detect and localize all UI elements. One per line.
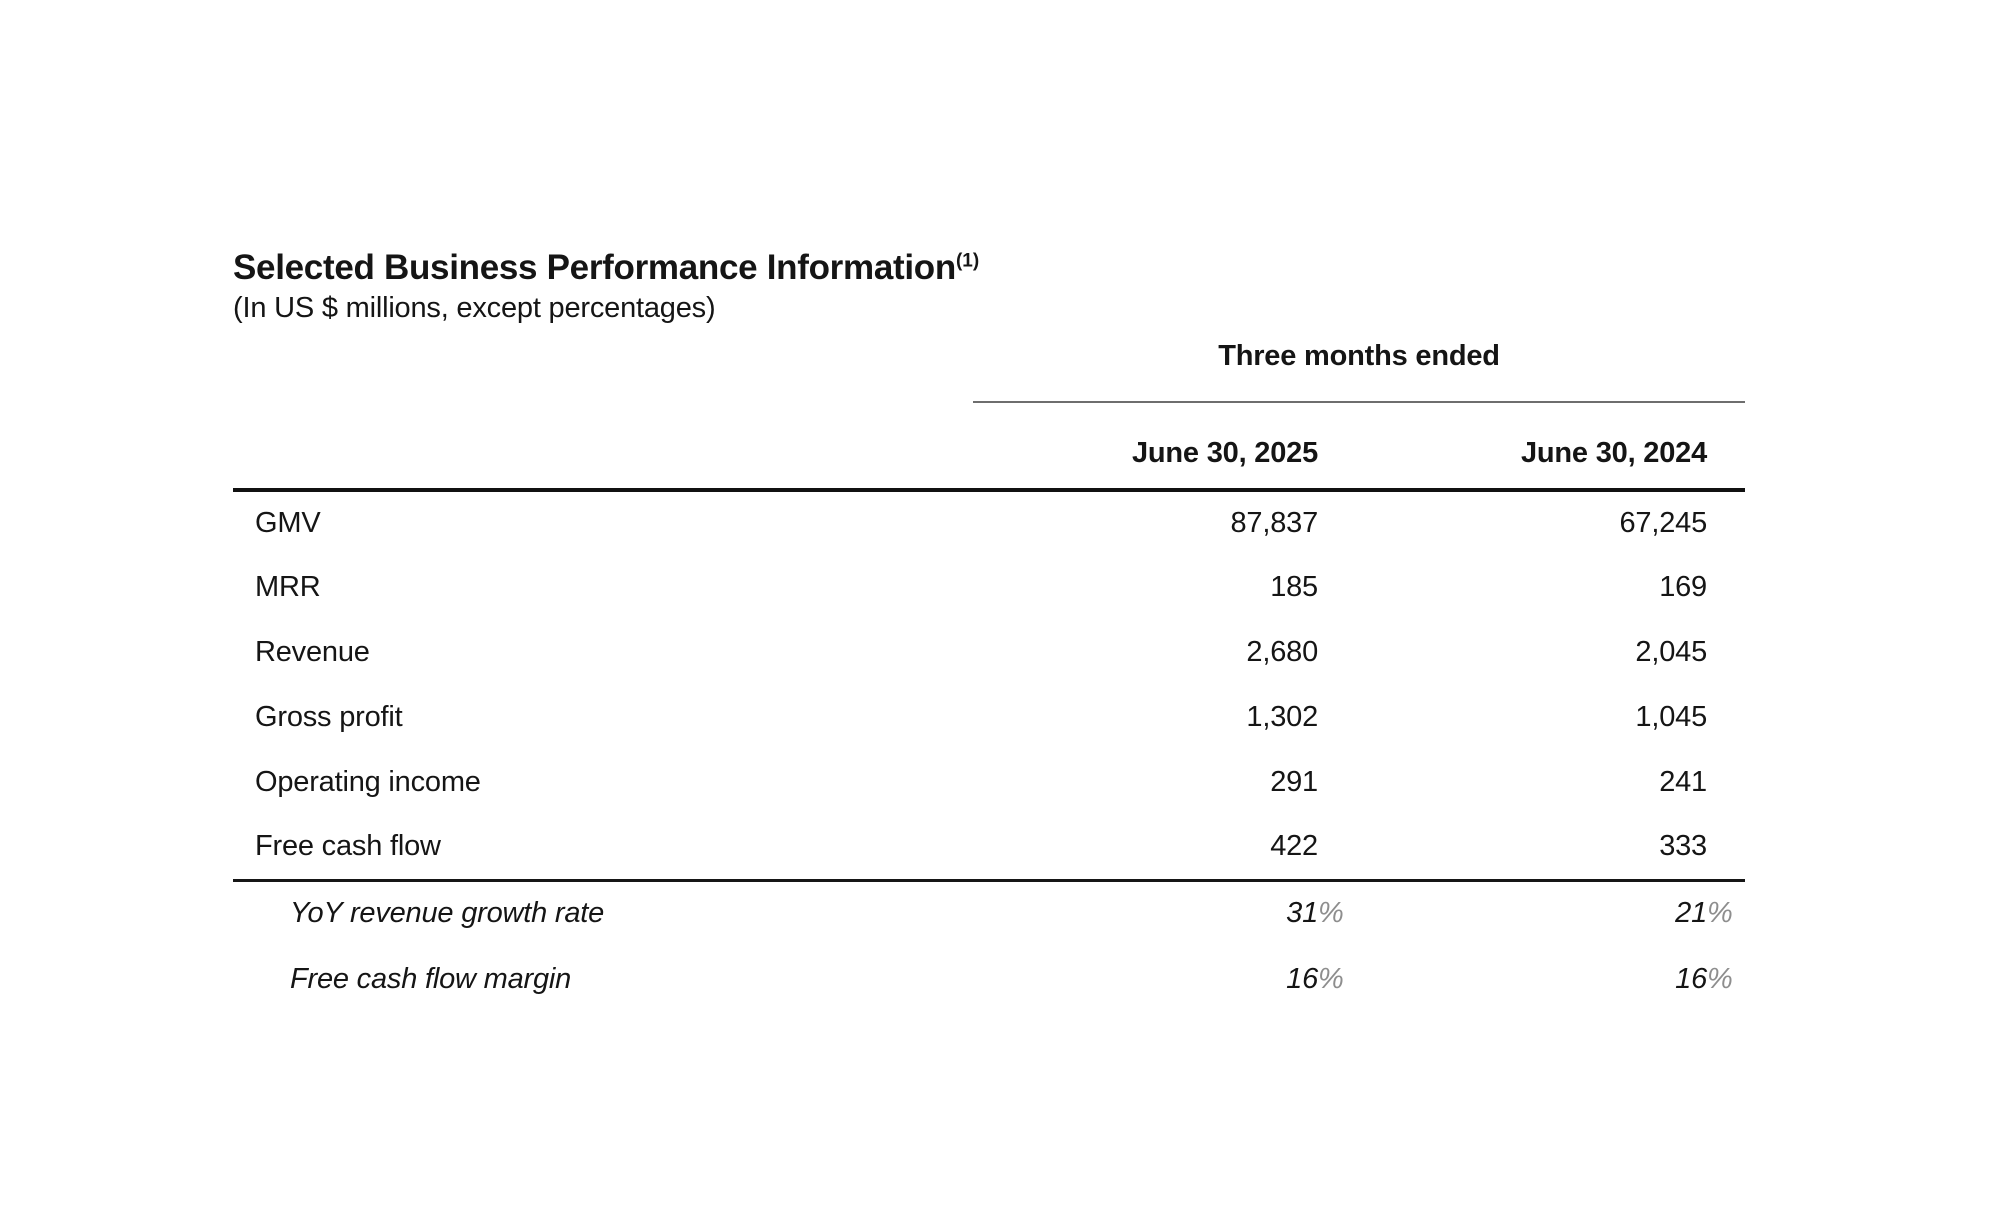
row-label: Operating income	[255, 766, 481, 798]
row-label: Free cash flow	[255, 830, 441, 863]
row-label: Revenue	[255, 636, 370, 668]
metric-value: 1,302	[1246, 701, 1318, 733]
row-label: GMV	[255, 507, 321, 539]
metric-value: 185	[1270, 571, 1318, 603]
metric-value: 87,837	[1230, 507, 1319, 539]
page-title-text: Selected Business Performance Informatio…	[233, 248, 956, 288]
metric-value: 67,245	[1619, 507, 1708, 539]
column-header-june-30-2025: June 30, 2025	[1131, 437, 1318, 469]
row-label: Gross profit	[255, 701, 403, 733]
table-row-revenue: Revenue 2,680 2,045	[233, 620, 1745, 685]
metric-value: 16%	[1675, 962, 1733, 995]
metric-value: 16%	[1286, 962, 1344, 995]
metric-value: 241	[1659, 766, 1707, 798]
percent-digits: 31	[1286, 897, 1318, 930]
metric-value: 1,045	[1635, 701, 1707, 733]
percent-digits: 21	[1675, 897, 1707, 930]
row-label: YoY revenue growth rate	[233, 878, 960, 946]
metric-value: 422	[1270, 830, 1318, 863]
period-header: Three months ended	[1218, 340, 1500, 372]
column-header-june-30-2024: June 30, 2024	[1520, 437, 1707, 469]
row-label: Free cash flow margin	[290, 962, 572, 995]
page-title: Selected Business Performance Informatio…	[233, 247, 979, 289]
metric-value: 291	[1270, 766, 1318, 798]
metric-value: 21%	[1318, 878, 1745, 946]
table-row-free-cash-flow: Free cash flow 422 333	[233, 815, 1745, 880]
percent-digits: 16	[1286, 962, 1318, 995]
metric-value: 31%	[960, 878, 1344, 946]
table-row-free-cash-flow-margin: Free cash flow margin 16% 16%	[233, 946, 1745, 1012]
table-row-gmv: GMV 87,837 67,245	[233, 490, 1745, 555]
metric-value: 2,045	[1635, 636, 1707, 668]
row-label: MRR	[255, 571, 321, 603]
metric-value: 2,680	[1246, 636, 1318, 668]
table-row-gross-profit: Gross profit 1,302 1,045	[233, 685, 1745, 750]
financial-table: GMV 87,837 67,245 MRR 185 169 Revenue 2,…	[233, 488, 1745, 1012]
table-row-operating-income: Operating income 291 241	[233, 750, 1745, 815]
page-subtitle: (In US $ millions, except percentages)	[233, 292, 716, 324]
footnote-marker: (1)	[955, 250, 980, 272]
percent-digits: 16	[1675, 962, 1707, 995]
period-underline-rule	[973, 401, 1745, 403]
table-row-yoy-revenue-growth-rate: YoY revenue growth rate 31% 21%	[233, 878, 1745, 946]
metric-value: 333	[1659, 830, 1707, 863]
metric-value: 169	[1659, 571, 1707, 603]
table-row-mrr: MRR 185 169	[233, 555, 1745, 620]
